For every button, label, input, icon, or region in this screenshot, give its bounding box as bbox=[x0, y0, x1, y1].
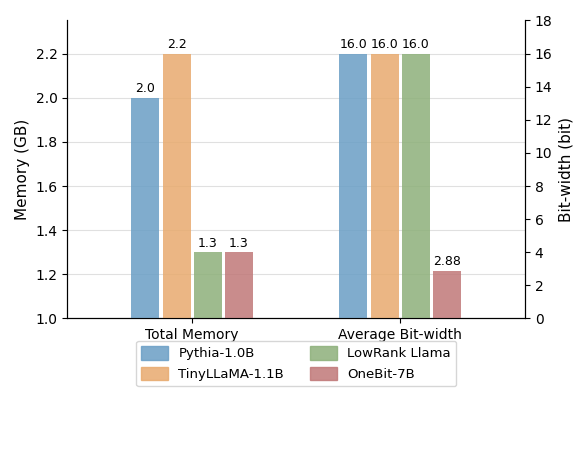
Text: 2.88: 2.88 bbox=[433, 255, 461, 268]
Bar bbox=[162, 54, 191, 318]
Y-axis label: Memory (GB): Memory (GB) bbox=[15, 119, 30, 220]
Bar bbox=[402, 54, 430, 318]
Bar bbox=[225, 252, 253, 318]
Text: 2.0: 2.0 bbox=[135, 82, 155, 95]
Text: 2.2: 2.2 bbox=[167, 38, 186, 51]
Text: 1.3: 1.3 bbox=[229, 237, 249, 249]
Bar bbox=[370, 54, 399, 318]
Legend: Pythia-1.0B, TinyLLaMA-1.1B, LowRank Llama, OneBit-7B: Pythia-1.0B, TinyLLaMA-1.1B, LowRank Lla… bbox=[136, 341, 456, 386]
Text: 1.3: 1.3 bbox=[198, 237, 218, 249]
Text: 16.0: 16.0 bbox=[402, 38, 430, 51]
Bar bbox=[131, 98, 159, 318]
Text: 16.0: 16.0 bbox=[370, 38, 399, 51]
Text: 16.0: 16.0 bbox=[339, 38, 368, 51]
Y-axis label: Bit-width (bit): Bit-width (bit) bbox=[558, 117, 573, 222]
Bar bbox=[194, 252, 222, 318]
Bar bbox=[433, 271, 461, 318]
Bar bbox=[339, 54, 368, 318]
